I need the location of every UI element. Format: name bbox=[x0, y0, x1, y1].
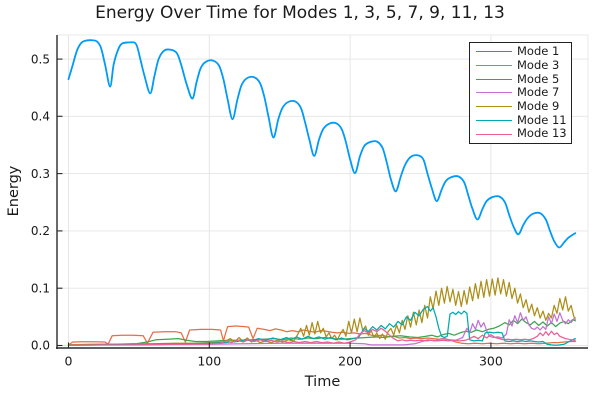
legend-label: Mode 13 bbox=[517, 126, 567, 141]
y-tick-label: 0.1 bbox=[31, 281, 50, 295]
y-tick-label: 0.5 bbox=[31, 52, 50, 66]
x-tick-label: 100 bbox=[197, 354, 221, 369]
legend-label: Mode 9 bbox=[517, 98, 560, 113]
y-tick-label: 0.2 bbox=[31, 224, 50, 238]
x-tick-label: 200 bbox=[338, 354, 362, 369]
series-line-mode-7 bbox=[67, 312, 576, 346]
legend-line-sample bbox=[476, 133, 512, 135]
legend: Mode 1 Mode 3 Mode 5 Mode 7 Mode 9 Mode 11 Mod… bbox=[469, 42, 572, 144]
legend-line-sample bbox=[476, 119, 512, 121]
legend-label: Mode 1 bbox=[517, 44, 560, 59]
y-tick-label: 0.0 bbox=[31, 339, 50, 353]
legend-line-sample bbox=[476, 78, 512, 80]
x-axis-label: Time bbox=[304, 374, 341, 390]
legend-entry-mode-9: Mode 9 bbox=[470, 98, 571, 113]
x-tick-label: 0 bbox=[65, 354, 73, 369]
legend-entry-mode-1: Mode 1 bbox=[470, 46, 571, 58]
legend-line-sample bbox=[476, 106, 512, 108]
legend-entry-mode-11: Mode 11 bbox=[470, 114, 571, 126]
legend-label: Mode 7 bbox=[517, 85, 560, 100]
legend-line-sample bbox=[476, 92, 512, 94]
x-tick-label: 300 bbox=[479, 354, 503, 369]
legend-entry-mode-7: Mode 7 bbox=[470, 87, 571, 99]
legend-label: Mode 11 bbox=[517, 112, 567, 127]
legend-line-sample bbox=[476, 51, 512, 53]
chart-title: Energy Over Time for Modes 1, 3, 5, 7, 9… bbox=[95, 3, 505, 23]
series-line-mode-1 bbox=[67, 39, 577, 249]
y-tick-label: 0.3 bbox=[31, 167, 50, 181]
series-line-mode-13 bbox=[67, 327, 576, 346]
legend-line-sample bbox=[476, 65, 512, 67]
legend-entry-mode-13: Mode 13 bbox=[470, 128, 571, 140]
legend-entry-mode-5: Mode 5 bbox=[470, 73, 571, 85]
legend-entry-mode-3: Mode 3 bbox=[470, 57, 571, 72]
series-line-mode-11 bbox=[67, 305, 576, 346]
y-tick-label: 0.4 bbox=[31, 110, 50, 124]
legend-label: Mode 5 bbox=[517, 71, 560, 86]
series-line-mode-3 bbox=[67, 325, 576, 346]
series-line-mode-5 bbox=[67, 318, 576, 346]
y-axis-label: Energy bbox=[6, 165, 22, 217]
legend-label: Mode 3 bbox=[517, 57, 560, 72]
